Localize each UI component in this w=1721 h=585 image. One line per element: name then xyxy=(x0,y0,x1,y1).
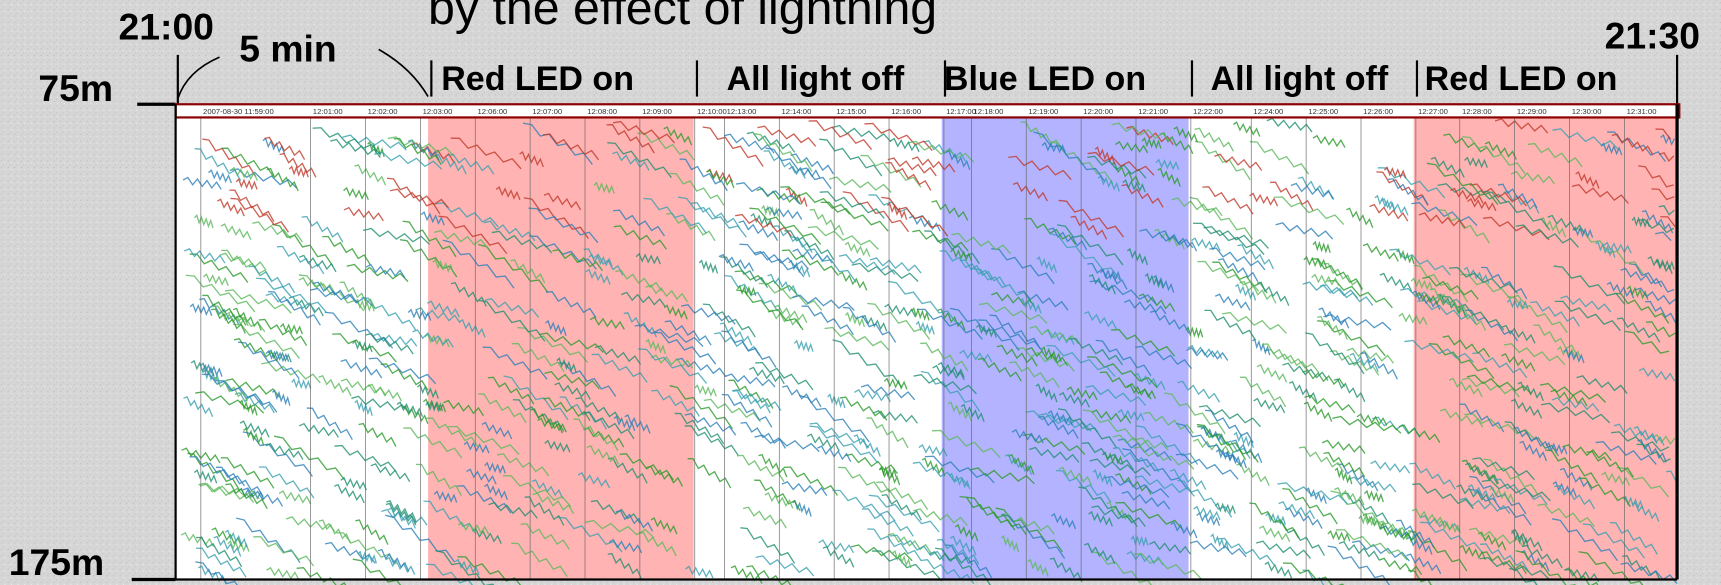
timestamp-label: 12:08:00 xyxy=(587,107,617,116)
page: by the effect of lightning 21:00 5 min 2… xyxy=(0,0,1721,585)
time-start: 21:00 xyxy=(119,6,214,48)
echogram xyxy=(176,104,1680,585)
timestamp-label: 12:27:00 xyxy=(1418,107,1448,116)
timestamp-label: 12:02:00 xyxy=(368,107,398,116)
interval-label: 5 min xyxy=(239,27,336,69)
depth-bottom: 175m xyxy=(9,541,104,583)
timestamp-label: 12:29:00 xyxy=(1517,107,1547,116)
timestamp-label: 12:06:00 xyxy=(477,107,507,116)
timestamp-label: 12:07:00 xyxy=(532,107,562,116)
depth-top: 75m xyxy=(38,67,113,109)
timestamp-label: 12:14:00 xyxy=(781,107,811,116)
timestamp-label: 12:21:00 xyxy=(1138,107,1168,116)
segment-label: All light off xyxy=(1211,60,1389,98)
timestamp-label: 2007-08-30 11:59:00 xyxy=(203,107,274,116)
timestamp-label: 12:28:00 xyxy=(1462,107,1492,116)
segment-label: Red LED on xyxy=(1425,60,1618,98)
timestamp-label: 12:20:00 xyxy=(1083,107,1113,116)
timestamp-label: 12:19:00 xyxy=(1028,107,1058,116)
timestamp-label: 12:22:00 xyxy=(1193,107,1223,116)
timestamp-label: 12:16:00 xyxy=(891,107,921,116)
timestamp-label: 12:03:00 xyxy=(423,107,453,116)
timestamp-label: 12:18:00 xyxy=(974,107,1004,116)
segment-label: Red LED on xyxy=(441,60,634,98)
time-end: 21:30 xyxy=(1605,14,1700,56)
timestamp-label: 12:26:00 xyxy=(1363,107,1393,116)
timestamp-label: 12:30:00 xyxy=(1572,107,1602,116)
timestamp-label: 12:17:00 xyxy=(946,107,976,116)
timestamp-strip xyxy=(176,104,1680,117)
timestamp-label: 12:01:00 xyxy=(313,107,343,116)
timestamp-label: 12:24:00 xyxy=(1253,107,1283,116)
segment-label: Blue LED on xyxy=(944,60,1146,98)
segment-shade xyxy=(694,104,942,579)
timestamp-label: 12:10:00 xyxy=(697,107,727,116)
timestamp-label: 12:31:00 xyxy=(1627,107,1657,116)
timestamp-label: 12:13:00 xyxy=(727,107,757,116)
segment-label: All light off xyxy=(727,60,905,98)
timestamp-label: 12:09:00 xyxy=(642,107,672,116)
slide-title: by the effect of lightning xyxy=(428,0,937,35)
slide: by the effect of lightning 21:00 5 min 2… xyxy=(0,0,1721,585)
timestamp-label: 12:15:00 xyxy=(836,107,866,116)
timestamp-label: 12:25:00 xyxy=(1308,107,1338,116)
